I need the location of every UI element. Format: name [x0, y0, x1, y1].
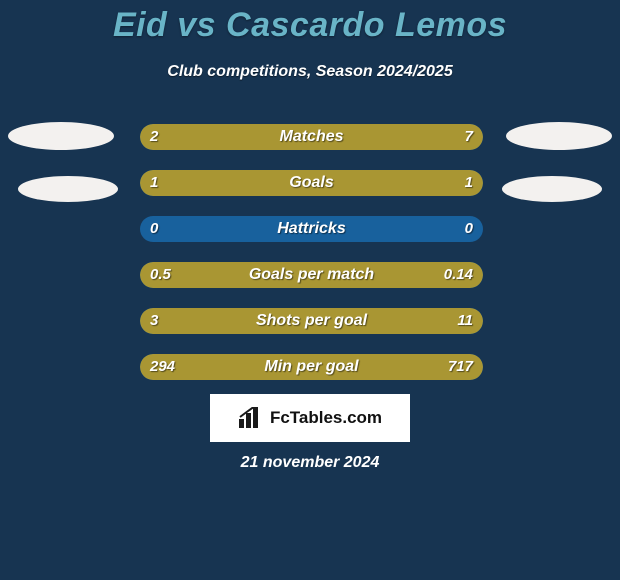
stat-label: Hattricks: [140, 216, 483, 242]
stat-bar: 27Matches: [140, 124, 483, 150]
stat-label: Goals per match: [140, 262, 483, 288]
fctables-logo: FcTables.com: [210, 394, 410, 442]
subtitle: Club competitions, Season 2024/2025: [0, 63, 620, 81]
comparison-infographic: Eid vs Cascardo Lemos Club competitions,…: [0, 0, 620, 580]
stat-bars-area: 27Matches 11Goals 00Hattricks 0.50.14Goals …: [140, 124, 483, 400]
player-left-avatar-2: [18, 176, 118, 202]
logo-text: FcTables.com: [270, 408, 382, 428]
stat-bar: 294717Min per goal: [140, 354, 483, 380]
stat-label: Min per goal: [140, 354, 483, 380]
stat-label: Shots per goal: [140, 308, 483, 334]
stat-bar: 11Goals: [140, 170, 483, 196]
stat-bar: 0.50.14Goals per match: [140, 262, 483, 288]
page-title: Eid vs Cascardo Lemos: [0, 0, 620, 45]
stat-bar: 311Shots per goal: [140, 308, 483, 334]
player-right-avatar-2: [502, 176, 602, 202]
date-label: 21 november 2024: [0, 454, 620, 472]
player-left-avatar-1: [8, 122, 114, 150]
stat-label: Matches: [140, 124, 483, 150]
stat-label: Goals: [140, 170, 483, 196]
bars-icon: [238, 407, 264, 429]
stat-bar: 00Hattricks: [140, 216, 483, 242]
player-right-avatar-1: [506, 122, 612, 150]
